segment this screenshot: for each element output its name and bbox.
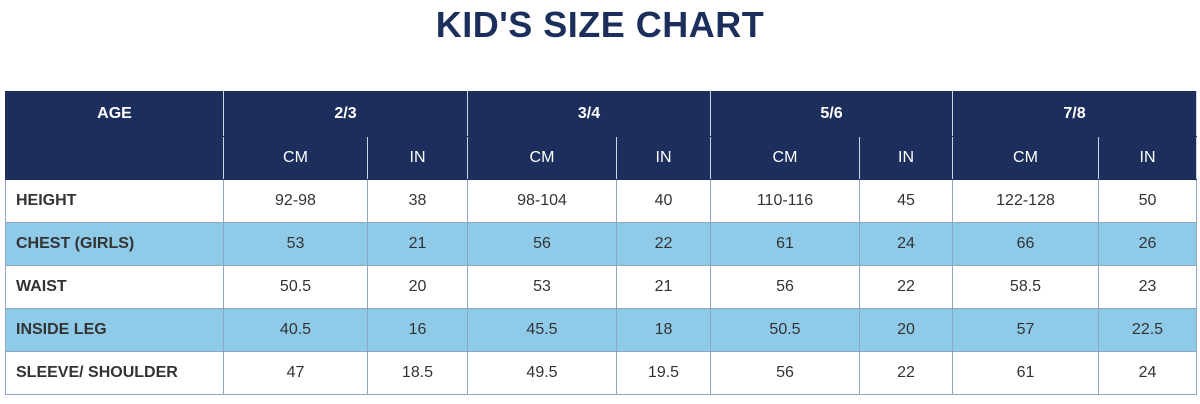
unit-header: IN [616, 136, 711, 180]
table-cell: 57 [952, 308, 1099, 352]
unit-header: IN [367, 136, 468, 180]
row-label: SLEEVE/ SHOULDER [5, 351, 224, 395]
table-cell: 23 [1098, 265, 1197, 309]
table-cell: 18.5 [367, 351, 468, 395]
table-row: WAIST 50.5 20 53 21 56 22 58.5 23 [5, 265, 1197, 309]
table-cell: 40.5 [223, 308, 368, 352]
unit-header: CM [710, 136, 860, 180]
row-label: CHEST (GIRLS) [5, 222, 224, 266]
table-cell: 56 [710, 265, 860, 309]
table-cell: 38 [367, 179, 468, 223]
table-row: SLEEVE/ SHOULDER 47 18.5 49.5 19.5 56 22 61 24 [5, 351, 1197, 395]
table-cell: 45.5 [467, 308, 617, 352]
unit-header: IN [1098, 136, 1197, 180]
table-body: HEIGHT 92-98 38 98-104 40 110-116 45 122-128 50 C… [5, 179, 1197, 395]
table-cell: 53 [223, 222, 368, 266]
table-row: HEIGHT 92-98 38 98-104 40 110-116 45 122-128 50 [5, 179, 1197, 223]
table-cell: 61 [952, 351, 1099, 395]
table-cell: 50.5 [710, 308, 860, 352]
table-cell: 20 [367, 265, 468, 309]
table-cell: 58.5 [952, 265, 1099, 309]
unit-header: IN [859, 136, 953, 180]
table-cell: 22.5 [1098, 308, 1197, 352]
table-cell: 50 [1098, 179, 1197, 223]
table-cell: 45 [859, 179, 953, 223]
table-cell: 56 [710, 351, 860, 395]
table-cell: 56 [467, 222, 617, 266]
unit-header: CM [223, 136, 368, 180]
age-header-label: AGE [5, 91, 224, 137]
unit-header: CM [467, 136, 617, 180]
unit-header-row: CM IN CM IN CM IN CM IN [5, 136, 1197, 180]
table-cell: 49.5 [467, 351, 617, 395]
table-row: CHEST (GIRLS) 53 21 56 22 61 24 66 26 [5, 222, 1197, 266]
size-chart-table: AGE 2/3 3/4 5/6 7/8 CM IN CM IN CM IN CM… [5, 91, 1197, 395]
row-label: HEIGHT [5, 179, 224, 223]
table-cell: 40 [616, 179, 711, 223]
table-cell: 47 [223, 351, 368, 395]
table-cell: 53 [467, 265, 617, 309]
table-cell: 92-98 [223, 179, 368, 223]
table-cell: 22 [859, 265, 953, 309]
table-cell: 26 [1098, 222, 1197, 266]
table-cell: 24 [1098, 351, 1197, 395]
unit-header-empty [5, 136, 224, 180]
age-group-header: 5/6 [710, 91, 953, 137]
table-cell: 22 [859, 351, 953, 395]
row-label: WAIST [5, 265, 224, 309]
unit-header: CM [952, 136, 1099, 180]
table-cell: 50.5 [223, 265, 368, 309]
age-group-header: 3/4 [467, 91, 711, 137]
table-cell: 21 [616, 265, 711, 309]
page-title: KID'S SIZE CHART [435, 4, 765, 45]
table-cell: 98-104 [467, 179, 617, 223]
row-label: INSIDE LEG [5, 308, 224, 352]
table-cell: 122-128 [952, 179, 1099, 223]
table-cell: 19.5 [616, 351, 711, 395]
table-cell: 22 [616, 222, 711, 266]
table-cell: 20 [859, 308, 953, 352]
table-row: INSIDE LEG 40.5 16 45.5 18 50.5 20 57 22.5 [5, 308, 1197, 352]
table-cell: 61 [710, 222, 860, 266]
table-cell: 66 [952, 222, 1099, 266]
table-cell: 110-116 [710, 179, 860, 223]
table-cell: 21 [367, 222, 468, 266]
age-group-header: 7/8 [952, 91, 1197, 137]
table-cell: 24 [859, 222, 953, 266]
table-cell: 18 [616, 308, 711, 352]
table-cell: 16 [367, 308, 468, 352]
age-header-row: AGE 2/3 3/4 5/6 7/8 [5, 91, 1197, 137]
age-group-header: 2/3 [223, 91, 468, 137]
